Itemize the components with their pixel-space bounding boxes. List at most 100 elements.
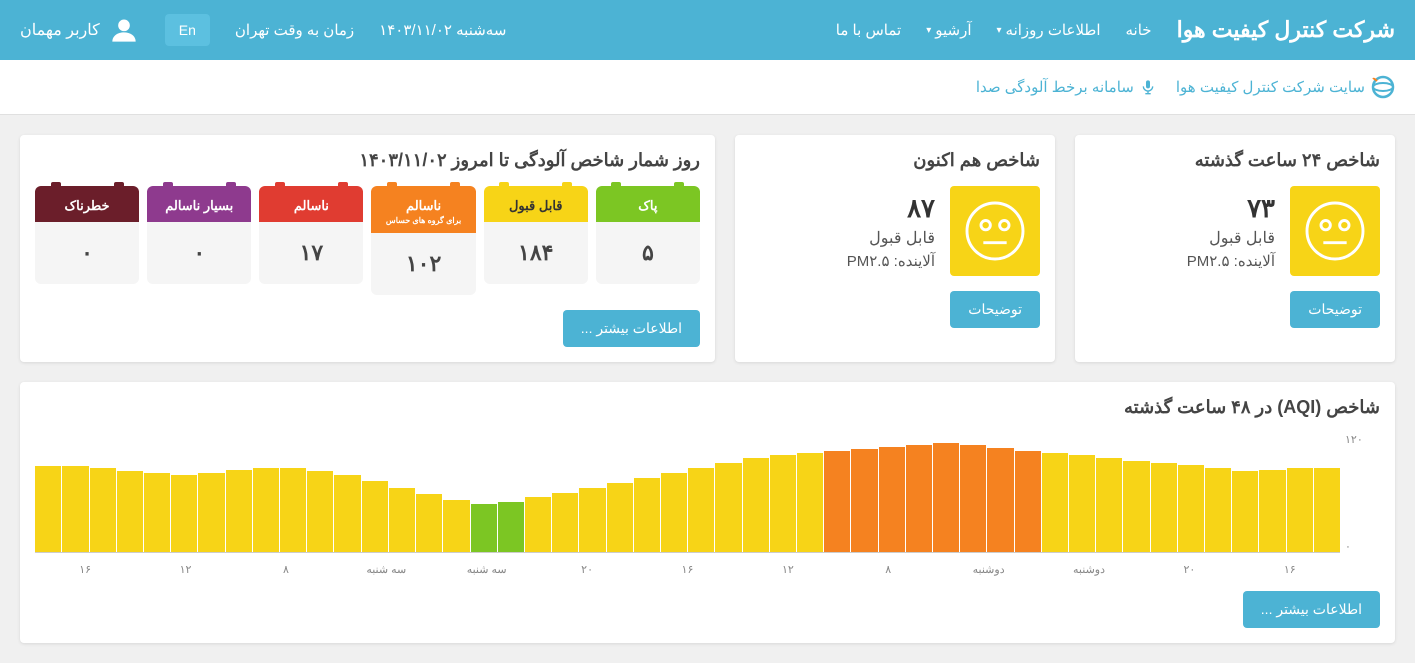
chart-bar[interactable] (1151, 463, 1177, 552)
chart-bar[interactable] (307, 471, 333, 552)
chart-bar[interactable] (35, 466, 61, 552)
details-button-now[interactable]: توضیحات (950, 291, 1040, 328)
language-button[interactable]: En (165, 14, 210, 46)
chart-bar[interactable] (1123, 461, 1149, 552)
chart-bar[interactable] (1287, 468, 1313, 552)
chart-bar[interactable] (280, 468, 306, 552)
card-chart-title: شاخص (AQI) در ۴۸ ساعت گذشته (35, 397, 1380, 418)
x-label: ۸ (838, 563, 938, 576)
chart-bar[interactable] (987, 448, 1013, 552)
counter-label: ناسالم (259, 186, 363, 222)
brand[interactable]: شرکت کنترل کیفیت هوا (1177, 17, 1395, 43)
chart-bar[interactable] (1069, 455, 1095, 552)
details-button-24h[interactable]: توضیحات (1290, 291, 1380, 328)
aqi-quality-24h: قابل قبول (1187, 228, 1275, 248)
aqi-pollutant-now: آلاینده: PM۲.۵ (847, 252, 935, 270)
x-label: دوشنبه (938, 563, 1038, 576)
card-24h-title: شاخص ۲۴ ساعت گذشته (1090, 150, 1380, 171)
nav-links: خانه اطلاعات روزانه▾ آرشیو▾ تماس با ما (836, 21, 1152, 39)
chart-bar[interactable] (1259, 470, 1285, 552)
card-chart: شاخص (AQI) در ۴۸ ساعت گذشته ۱۲۰ ۰ ۱۶۲۰دو… (20, 382, 1395, 643)
x-label: سه شنبه (336, 563, 436, 576)
counter-item-1: قابل قبول۱۸۴ (484, 186, 588, 295)
counter-value: ۱۸۴ (484, 222, 588, 284)
chart-bar[interactable] (334, 475, 360, 552)
chart-bar[interactable] (1314, 468, 1340, 552)
x-label: ۲۰ (1139, 563, 1239, 576)
chart-bar[interactable] (607, 483, 633, 552)
chart-bar[interactable] (362, 481, 388, 552)
nav-link-1[interactable]: اطلاعات روزانه▾ (997, 21, 1101, 39)
aqi-value-now: ۸۷ (847, 193, 935, 224)
row1: شاخص ۲۴ ساعت گذشته ۷۳ قابل قبول آلاینده:… (20, 135, 1395, 362)
chart-bar[interactable] (525, 497, 551, 552)
more-info-button-counter[interactable]: اطلاعات بیشتر ... (563, 310, 700, 347)
site-link-label: سایت شرکت کنترل کیفیت هوا (1176, 78, 1365, 96)
chart-bar[interactable] (824, 451, 850, 552)
aqi-info-now: ۸۷ قابل قبول آلاینده: PM۲.۵ (847, 193, 935, 270)
chart-bar[interactable] (743, 458, 769, 552)
chart-bar[interactable] (661, 473, 687, 552)
card-counter-title: روز شمار شاخص آلودگی تا امروز ۱۴۰۳/۱۱/۰۲ (35, 150, 700, 171)
chart-bar[interactable] (171, 475, 197, 552)
counter-value: ۱۷ (259, 222, 363, 284)
chart-bar[interactable] (688, 468, 714, 552)
x-label: ۲۰ (537, 563, 637, 576)
chart-bar[interactable] (797, 453, 823, 552)
chart-bar[interactable] (1096, 458, 1122, 552)
chart-bar[interactable] (471, 504, 497, 552)
chart-bar[interactable] (879, 447, 905, 552)
chart-bar[interactable] (443, 500, 469, 552)
nav-link-3[interactable]: تماس با ما (836, 21, 901, 39)
user-icon (108, 14, 140, 46)
chart-bar[interactable] (1232, 471, 1258, 552)
chart-bar[interactable] (552, 493, 578, 553)
chart-bar[interactable] (144, 473, 170, 552)
chart-bar[interactable] (62, 466, 88, 552)
date-text: سه‌شنبه ۱۴۰۳/۱۱/۰۲ (379, 21, 506, 39)
chart-bar[interactable] (1042, 453, 1068, 552)
chart-bar[interactable] (634, 478, 660, 552)
nav-link-2[interactable]: آرشیو▾ (926, 21, 971, 39)
more-info-button-chart[interactable]: اطلاعات بیشتر ... (1243, 591, 1380, 628)
chart-bar[interactable] (770, 455, 796, 552)
user-label: کاربر مهمان (20, 20, 100, 40)
aqi-box-24h: ۷۳ قابل قبول آلاینده: PM۲.۵ (1090, 186, 1380, 276)
chart-bar[interactable] (389, 488, 415, 552)
chart-bar[interactable] (851, 449, 877, 552)
chart-bar[interactable] (416, 494, 442, 552)
counter-label: بسیار ناسالم (147, 186, 251, 222)
chart-bar[interactable] (579, 488, 605, 552)
chart-bar[interactable] (715, 463, 741, 552)
x-label: ۱۲ (738, 563, 838, 576)
aqi-pollutant-24h: آلاینده: PM۲.۵ (1187, 252, 1275, 270)
chart-bar[interactable] (933, 443, 959, 552)
ytick-bottom: ۰ (1345, 540, 1380, 553)
y-axis: ۱۲۰ ۰ (1345, 433, 1380, 553)
chart-bar[interactable] (906, 445, 932, 552)
chart-bar[interactable] (1015, 451, 1041, 552)
mic-icon (1140, 77, 1156, 97)
counter-value: ۵ (596, 222, 700, 284)
chart-bar[interactable] (1205, 468, 1231, 552)
chart-bar[interactable] (90, 468, 116, 552)
chart-bar[interactable] (253, 468, 279, 552)
nav-link-0[interactable]: خانه (1126, 21, 1152, 39)
dropdown-caret-icon: ▾ (997, 25, 1002, 36)
counter-label: پاک (596, 186, 700, 222)
chart-bar[interactable] (198, 473, 224, 552)
chart-bar[interactable] (498, 502, 524, 552)
chart-bar[interactable] (226, 470, 252, 552)
topbar: سایت شرکت کنترل کیفیت هوا سامانه برخط آل… (0, 60, 1415, 115)
chart-bar[interactable] (1178, 465, 1204, 552)
counter-value: ۰ (35, 222, 139, 284)
ie-icon (1371, 75, 1395, 99)
counter-item-4: بسیار ناسالم۰ (147, 186, 251, 295)
counter-value: ۱۰۲ (371, 233, 475, 295)
chart-bar[interactable] (117, 471, 143, 552)
chart-bar[interactable] (960, 445, 986, 552)
site-link[interactable]: سایت شرکت کنترل کیفیت هوا (1176, 75, 1395, 99)
navbar-left: سه‌شنبه ۱۴۰۳/۱۱/۰۲ زمان به وقت تهران En … (20, 14, 506, 46)
sound-link[interactable]: سامانه برخط آلودگی صدا (976, 77, 1156, 97)
user-section[interactable]: کاربر مهمان (20, 14, 140, 46)
